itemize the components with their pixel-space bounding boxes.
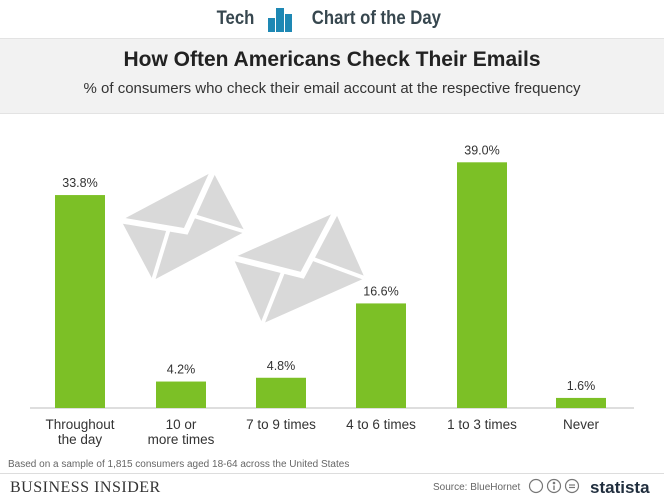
value-label: 39.0% — [464, 143, 499, 157]
chart-of-the-day-label: Chart of the Day — [311, 8, 442, 29]
category-label: the day — [58, 432, 103, 447]
source-note: Source: BlueHornet — [433, 482, 521, 493]
bar — [256, 377, 306, 408]
category-label: more times — [148, 432, 215, 447]
category-label: 7 to 9 times — [246, 417, 316, 432]
value-label: 1.6% — [567, 379, 596, 393]
envelope-icon — [120, 170, 246, 282]
section-label: Tech — [216, 8, 255, 29]
value-label: 16.6% — [363, 284, 398, 298]
bar — [556, 397, 606, 408]
category-label: 1 to 3 times — [447, 417, 517, 432]
envelope-icons — [120, 170, 366, 325]
bar — [55, 195, 105, 408]
bar — [457, 162, 507, 408]
bar-logo-icon — [268, 8, 293, 32]
footer-divider — [0, 473, 664, 474]
category-label: 10 or — [166, 417, 197, 432]
category-label: Throughout — [45, 417, 114, 432]
sample-note: Based on a sample of 1,815 consumers age… — [8, 459, 350, 470]
business-insider-logo: BUSINESS INSIDER — [10, 479, 161, 496]
category-label: Never — [563, 417, 600, 432]
chart-title: How Often Americans Check Their Emails — [123, 48, 541, 71]
envelope-icon — [232, 210, 366, 325]
value-label: 4.8% — [267, 359, 296, 373]
creative-commons-icons — [528, 478, 580, 494]
value-label: 4.2% — [167, 363, 196, 377]
chart-subtitle: % of consumers who check their email acc… — [83, 80, 581, 97]
title-band — [0, 38, 664, 114]
statista-logo: statista — [590, 478, 650, 497]
bar — [356, 303, 406, 408]
value-label: 33.8% — [62, 176, 97, 190]
category-label: 4 to 6 times — [346, 417, 416, 432]
chart-of-the-day-banner: Tech Chart of the Day — [0, 0, 664, 38]
bar — [156, 381, 206, 408]
